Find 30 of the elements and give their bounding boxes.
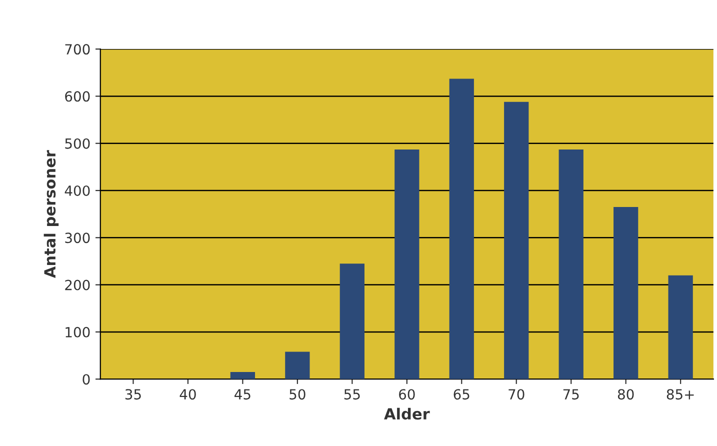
x-axis-title: Alder: [384, 408, 430, 420]
x-tick-label: 70: [508, 389, 524, 400]
bar: [230, 372, 256, 380]
y-tick-label: 300: [65, 232, 90, 244]
y-tick-label: 500: [65, 138, 90, 149]
x-tick-label: 60: [399, 389, 415, 400]
x-tick-label: 40: [180, 389, 196, 400]
bar: [614, 207, 638, 380]
bar: [558, 149, 584, 380]
x-tick-label: 35: [125, 389, 141, 400]
bar: [504, 102, 529, 380]
bar: [340, 264, 364, 380]
bar: [449, 78, 474, 380]
x-tick-label: 50: [290, 389, 306, 400]
y-tick-label: 200: [65, 280, 90, 290]
x-tick-label: 45: [234, 389, 250, 400]
x-tick-label: 85+: [666, 389, 694, 400]
x-tick-label: 75: [563, 389, 579, 400]
x-tick-label: 65: [454, 389, 470, 400]
y-axis-title: Antal personer: [44, 150, 59, 278]
bar: [668, 275, 693, 380]
y-tick-label: 100: [66, 326, 90, 338]
y-tick-label: 600: [65, 91, 90, 102]
x-tick-label: 80: [618, 389, 634, 400]
bar: [394, 149, 420, 380]
x-tick-label: 55: [344, 389, 360, 400]
bar: [285, 352, 310, 380]
y-tick-label: 400: [64, 185, 90, 196]
y-tick-label: 0: [82, 374, 90, 385]
y-tick-label: 700: [65, 44, 90, 55]
